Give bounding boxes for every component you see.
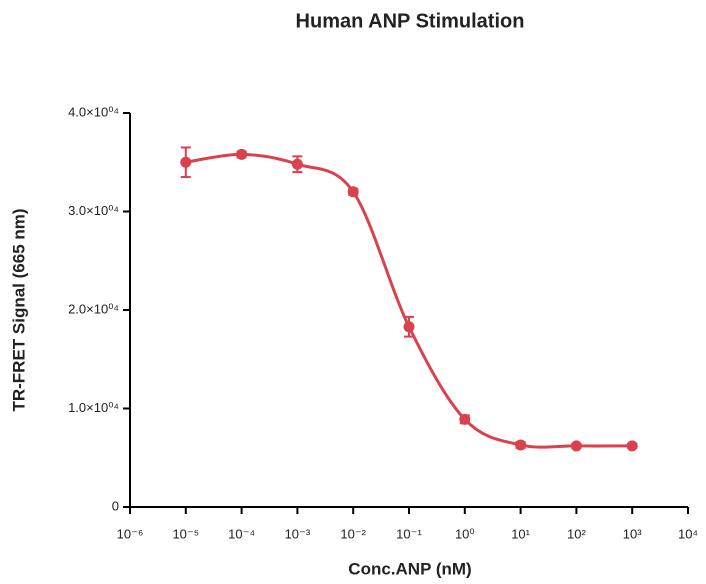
x-tick-label: 10⁴: [678, 526, 698, 541]
x-tick-label: 10²: [567, 526, 586, 541]
fit-curve: [185, 152, 633, 449]
y-axis-label: TR-FRET Signal (665 nm): [9, 208, 28, 411]
x-tick-label: 10⁻⁵: [172, 526, 199, 541]
data-point: [459, 413, 471, 425]
data-point: [515, 439, 527, 451]
x-tick-label: 10⁻²: [340, 526, 366, 541]
x-tick-label: 10⁰: [455, 526, 475, 541]
data-point: [347, 186, 359, 198]
y-tick-label: 0: [112, 498, 119, 513]
data-point: [291, 158, 303, 170]
x-tick-label: 10⁻⁴: [228, 526, 255, 541]
chart-title: Human ANP Stimulation: [296, 10, 525, 32]
x-tick-label: 10⁻¹: [396, 526, 422, 541]
y-tick-label: 3.0×10⁰⁴: [68, 203, 119, 218]
x-tick-label: 10⁻³: [285, 526, 311, 541]
data-point: [570, 440, 582, 452]
x-tick-label: 10¹: [511, 526, 530, 541]
y-tick-label: 4.0×10⁰⁴: [68, 104, 119, 119]
data-point: [626, 440, 638, 452]
data-point: [236, 148, 248, 160]
x-tick-label: 10³: [623, 526, 642, 541]
data-point: [180, 156, 192, 168]
y-tick-label: 2.0×10⁰⁴: [68, 301, 119, 316]
y-tick-label: 1.0×10⁰⁴: [68, 400, 119, 415]
x-tick-label: 10⁻⁶: [117, 526, 144, 541]
x-axis-label: Conc.ANP (nM): [348, 559, 471, 578]
data-point: [403, 321, 415, 333]
